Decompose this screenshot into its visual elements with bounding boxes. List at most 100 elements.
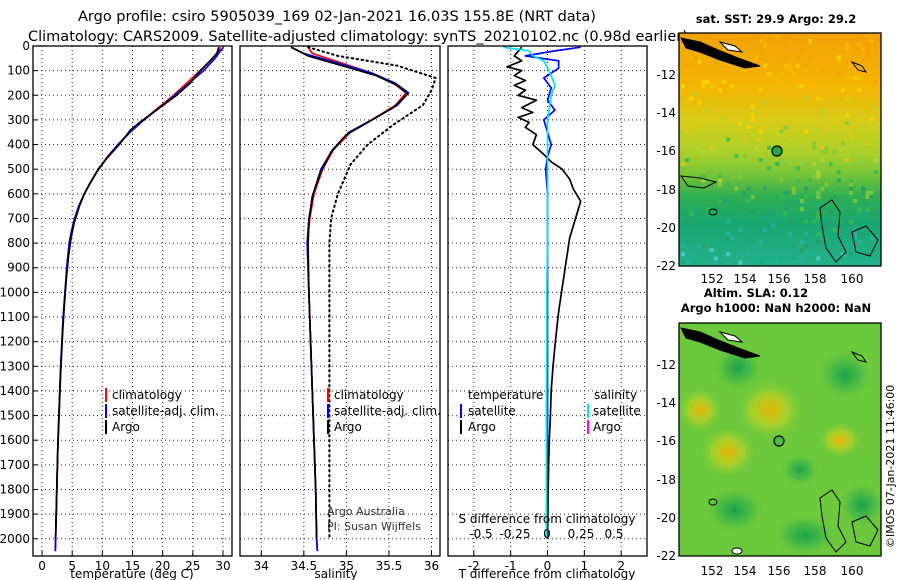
sst-pixel bbox=[857, 207, 862, 212]
depth-tick-label: 1500 bbox=[0, 409, 30, 423]
x-tick-label: 10 bbox=[95, 559, 110, 573]
depth-tick-label: 1000 bbox=[0, 285, 30, 299]
sst-pixel bbox=[857, 227, 862, 232]
lon-tick: 154 bbox=[734, 564, 757, 578]
sst-pixel bbox=[853, 67, 858, 72]
sst-pixel bbox=[742, 100, 747, 105]
sst-pixel bbox=[709, 43, 714, 48]
x-tick-label: 35 bbox=[339, 559, 354, 573]
sst-pixel bbox=[693, 125, 698, 130]
sst-pixel bbox=[820, 182, 825, 187]
sst-pixel bbox=[865, 252, 870, 257]
sst-pixel bbox=[750, 112, 755, 117]
legend-s-argo-label: Argo bbox=[593, 420, 621, 434]
sst-map: sat. SST: 29.9 Argo: 29.2 -12 -14 -16 -1… bbox=[656, 12, 882, 300]
series-line-s-satellite bbox=[503, 46, 556, 539]
sst-pixel bbox=[816, 194, 821, 199]
sst-pixel bbox=[758, 240, 763, 244]
sst-pixel bbox=[812, 162, 817, 167]
sst-pixel bbox=[681, 260, 685, 265]
lon-tick: 156 bbox=[768, 272, 791, 286]
x-tick-label: 15 bbox=[125, 559, 140, 573]
sst-pixel bbox=[865, 43, 870, 48]
sla-blob bbox=[678, 388, 722, 432]
sst-pixel bbox=[758, 260, 763, 265]
temperature-grid bbox=[33, 45, 232, 556]
sst-pixel bbox=[726, 137, 731, 142]
sst-pixel bbox=[840, 43, 845, 48]
reef-outline bbox=[708, 498, 718, 506]
sst-pixel bbox=[869, 190, 874, 195]
sst-pixel bbox=[865, 51, 870, 56]
lon-tick: 154 bbox=[734, 272, 757, 286]
sla-blob bbox=[707, 488, 763, 532]
sst-pixel bbox=[849, 76, 854, 80]
sst-pixel bbox=[812, 219, 817, 224]
sst-pixel bbox=[799, 199, 804, 203]
sst-pixel bbox=[783, 63, 788, 68]
legend-s-satellite-label: satellite bbox=[593, 404, 641, 418]
sst-pixel bbox=[804, 67, 808, 72]
sst-pixel bbox=[816, 256, 821, 261]
sst-pixel bbox=[865, 47, 870, 52]
sst-pixel bbox=[681, 125, 685, 130]
sst-pixel bbox=[845, 158, 849, 162]
sst-pixel bbox=[857, 76, 862, 80]
sst-pixel bbox=[799, 240, 804, 244]
sst-pixel bbox=[783, 43, 788, 48]
sst-pixel bbox=[853, 227, 858, 232]
sst-pixel bbox=[750, 117, 755, 121]
x-tick-label: 35.5 bbox=[376, 559, 403, 573]
sst-pixel bbox=[816, 190, 821, 195]
sst-pixel bbox=[722, 47, 726, 52]
sst-pixel bbox=[722, 117, 726, 121]
sst-pixel bbox=[779, 223, 784, 228]
sst-pixel bbox=[804, 194, 808, 199]
sst-pixel bbox=[845, 125, 849, 130]
sst-pixel bbox=[799, 256, 804, 261]
sst-pixel bbox=[697, 100, 702, 105]
sst-pixel bbox=[758, 215, 763, 220]
sst-pixel bbox=[709, 117, 714, 121]
sst-pixel bbox=[738, 121, 743, 126]
sst-pixel bbox=[865, 203, 870, 208]
sst-pixel bbox=[779, 129, 784, 134]
sst-pixel bbox=[771, 35, 776, 39]
depth-tick-label: 1700 bbox=[0, 458, 30, 472]
sst-pixel bbox=[799, 203, 804, 208]
sst-pixel bbox=[861, 47, 866, 52]
sst-pixel bbox=[754, 55, 759, 60]
solomon-islands-coast bbox=[680, 37, 761, 69]
sst-pixel bbox=[787, 199, 792, 203]
s-difference-label: S difference from climatology bbox=[459, 512, 636, 526]
sla-blob bbox=[700, 426, 756, 478]
salinity-x-ticks: 34 34.5 35 35.5 36 bbox=[254, 551, 439, 573]
sst-pixel bbox=[771, 153, 776, 158]
imos-timestamp: ©IMOS 07-Jan-2021 11:46:00 bbox=[884, 385, 897, 548]
sst-pixel bbox=[779, 71, 784, 76]
sst-pixel bbox=[746, 235, 751, 240]
sst-pixel bbox=[857, 231, 862, 236]
figure-title-line2: Climatology: CARS2009. Satellite-adjuste… bbox=[28, 29, 688, 45]
sst-pixel bbox=[701, 149, 706, 154]
sst-pixel bbox=[705, 80, 710, 85]
argo-float-marker bbox=[773, 435, 785, 447]
reef-outline bbox=[819, 199, 847, 263]
sst-pixel bbox=[742, 121, 747, 126]
s-diff-tick: 0 bbox=[543, 527, 551, 541]
lat-tick: -16 bbox=[656, 434, 676, 448]
sst-pixel bbox=[685, 158, 690, 162]
sst-pixel bbox=[820, 129, 825, 134]
sst-pixel bbox=[685, 100, 690, 105]
sst-pixel bbox=[738, 260, 743, 265]
sst-pixel bbox=[758, 51, 763, 56]
sst-pixel bbox=[795, 84, 800, 89]
sst-pixel bbox=[861, 211, 866, 216]
sst-pixel bbox=[783, 211, 788, 216]
sla-blob bbox=[818, 422, 862, 458]
lat-tick: -20 bbox=[656, 511, 676, 525]
x-tick-label: 20 bbox=[155, 559, 170, 573]
sst-pixel bbox=[857, 71, 862, 76]
sst-pixel bbox=[849, 215, 854, 220]
sst-pixel bbox=[873, 137, 878, 142]
